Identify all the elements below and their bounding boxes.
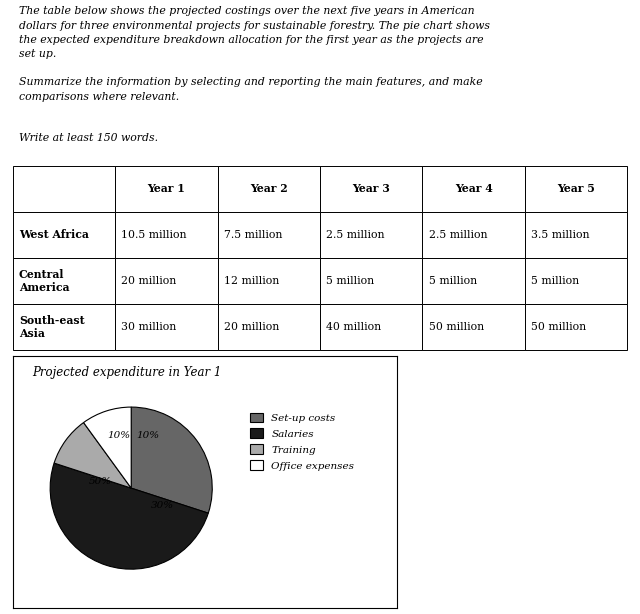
Text: 50%: 50% (89, 477, 112, 486)
Wedge shape (54, 422, 131, 488)
Wedge shape (50, 463, 208, 569)
Text: 10%: 10% (136, 431, 159, 440)
Text: Projected expenditure in Year 1: Projected expenditure in Year 1 (32, 366, 221, 379)
Text: 30%: 30% (150, 502, 173, 510)
Text: Summarize the information by selecting and reporting the main features, and make: Summarize the information by selecting a… (19, 77, 483, 102)
Text: The table below shows the projected costings over the next five years in America: The table below shows the projected cost… (19, 6, 490, 60)
Text: 10%: 10% (108, 431, 131, 440)
Wedge shape (131, 407, 212, 513)
Wedge shape (84, 407, 131, 488)
Legend: Set-up costs, Salaries, Training, Office expenses: Set-up costs, Salaries, Training, Office… (248, 410, 356, 473)
Text: Write at least 150 words.: Write at least 150 words. (19, 133, 158, 142)
